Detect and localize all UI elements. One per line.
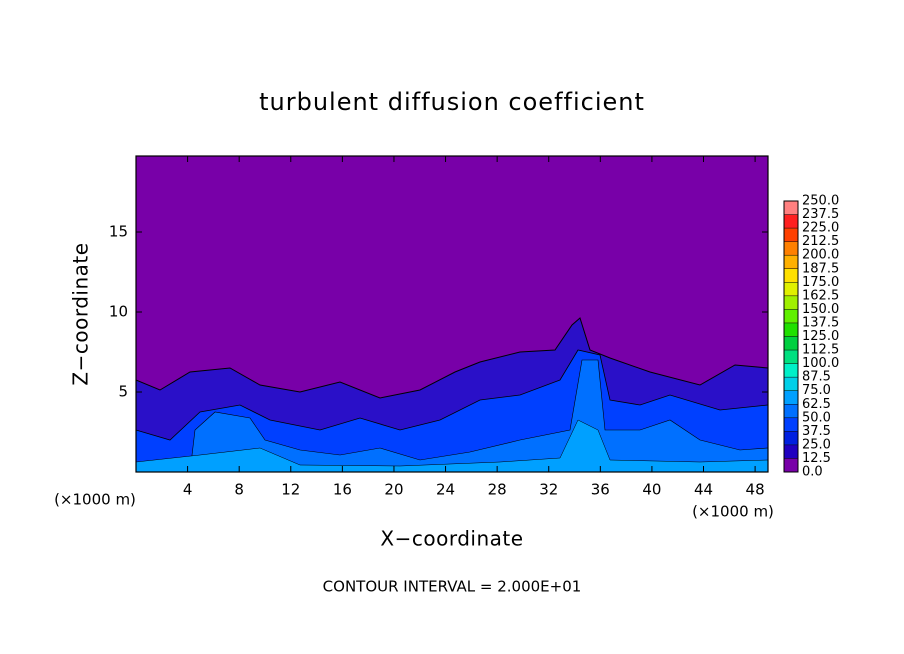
y-tick-label: 15 [109,223,128,241]
colorbar-segment [784,282,798,296]
colorbar-segment [784,363,798,378]
field [135,156,769,473]
field-region [135,419,769,473]
colorbar-label: 237.5 [802,207,839,222]
contour-note: CONTOUR INTERVAL = 2.000E+01 [323,578,582,596]
colorbar-label: 125.0 [802,329,839,344]
colorbar-segment [784,417,798,432]
colorbar-label: 225.0 [802,221,839,236]
field-region [189,359,769,473]
colorbar-segment [784,350,798,364]
colorbar-label: 187.5 [802,261,839,276]
x-tick-label: 12 [281,481,300,499]
x-tick-label: 4 [183,481,193,499]
z-unit-label: (×1000 m) [54,491,136,509]
colorbar-label: 137.5 [802,315,839,330]
colorbar-segment [784,295,798,310]
colorbar-segment [784,404,798,418]
x-tick-label: 32 [539,481,558,499]
colorbar-label: 162.5 [802,288,839,303]
colorbar-label: 250.0 [802,194,839,209]
x-tick-label: 40 [642,481,661,499]
colorbar-segment [784,336,798,351]
colorbar-label: 200.0 [802,248,839,263]
colorbar-segment [784,268,798,283]
colorbar-label: 150.0 [802,302,839,317]
colorbar-label: 75.0 [802,383,831,398]
colorbar-segment [784,444,798,459]
x-tick-label: 8 [234,481,244,499]
x-tick-label: 16 [333,481,352,499]
colorbar-segment [784,431,798,445]
plot-frame [135,155,769,473]
colorbar-label: 212.5 [802,234,839,249]
colorbar-label: 25.0 [802,437,831,452]
colorbar-segment [784,241,798,256]
colorbar-segment [784,377,798,391]
colorbar-label: 175.0 [802,275,839,290]
colorbar-label: 0.0 [802,465,823,480]
colorbar-segment [784,390,798,405]
colorbar-label: 62.5 [802,397,831,412]
y-axis-label: Z−coordinate [69,242,93,385]
colorbar-label: 12.5 [802,451,831,466]
colorbar-label: 50.0 [802,410,831,425]
y-tick-label: 5 [118,383,128,401]
colorbar-segment [784,214,798,229]
colorbar-segment [784,228,798,242]
x-tick-label: 28 [488,481,507,499]
colorbar-segment [784,201,798,215]
x-tick-label: 20 [384,481,403,499]
x-unit-label: (×1000 m) [692,503,774,521]
x-tick-label: 48 [746,481,765,499]
x-tick-label: 24 [436,481,455,499]
x-tick-label: 44 [694,481,713,499]
colorbar-label: 112.5 [802,343,839,358]
colorbar-segment [784,322,798,337]
chart-title: turbulent diffusion coefficient [259,88,645,116]
colorbar-segment [784,255,798,269]
colorbar-label: 87.5 [802,370,831,385]
colorbar-label: 100.0 [802,356,839,371]
colorbar-segment [784,309,798,323]
colorbar-label: 37.5 [802,424,831,439]
y-tick-label: 10 [109,303,128,321]
x-tick-label: 36 [591,481,610,499]
x-axis-label: X−coordinate [380,527,523,551]
colorbar-segment [784,458,798,472]
